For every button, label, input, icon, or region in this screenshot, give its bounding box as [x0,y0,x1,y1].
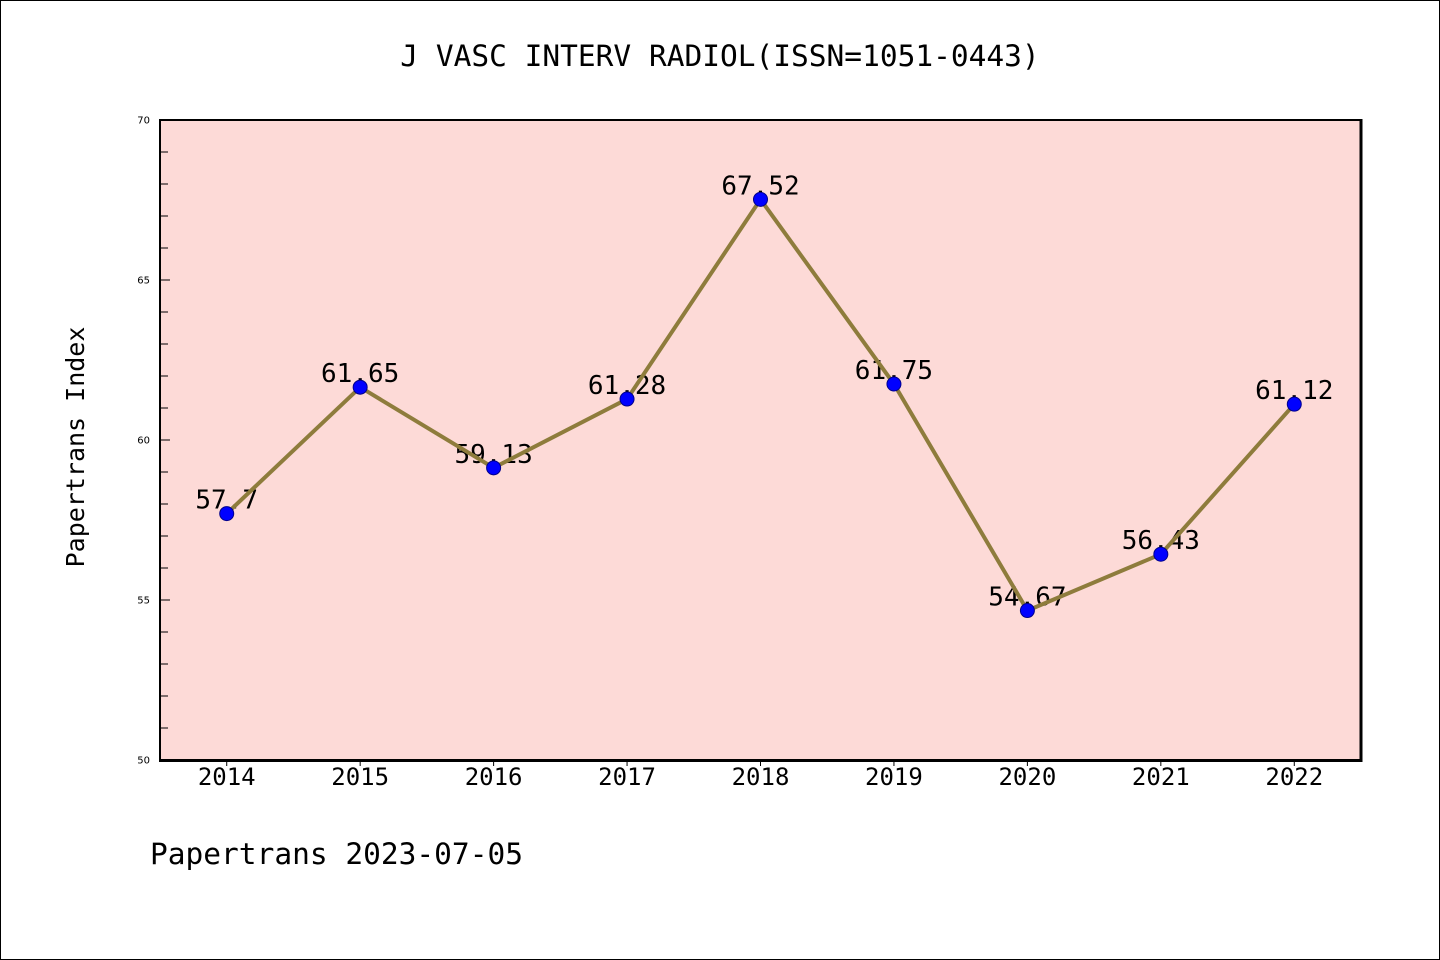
y-tick-label: 60 [137,436,150,447]
y-axis: 50 55 60 65 70 [137,116,170,767]
data-points [219,191,1302,619]
x-axis: 2014 2015 2016 2017 2018 2019 2020 2021 2022 [198,761,1323,791]
x-tick-label: 2016 [465,763,523,791]
plot-area [160,120,1361,760]
y-axis-label: Papertrans Index [61,327,90,568]
data-point [486,460,502,476]
y-tick-label: 70 [137,116,150,127]
y-tick-label: 50 [137,756,150,767]
data-point [886,376,902,392]
data-point [619,391,635,407]
data-point [1153,546,1169,562]
chart-title: J VASC INTERV RADIOL(ISSN=1051-0443) [400,39,1039,73]
y-tick-label: 55 [137,596,150,607]
x-tick-label: 2022 [1265,763,1323,791]
y-tick-label: 65 [137,276,150,287]
data-point [1286,396,1302,412]
data-point [1019,603,1035,619]
data-point [219,506,235,522]
data-point [352,379,368,395]
x-tick-label: 2017 [598,763,656,791]
data-point [753,191,768,207]
x-tick-label: 2014 [198,763,256,791]
x-tick-label: 2015 [331,763,389,791]
x-tick-label: 2018 [732,763,790,791]
x-tick-label: 2019 [865,763,923,791]
x-tick-label: 2021 [1132,763,1190,791]
plot-frame [159,119,1363,762]
x-tick-label: 2020 [998,763,1056,791]
footer-text: Papertrans 2023-07-05 [150,837,523,871]
